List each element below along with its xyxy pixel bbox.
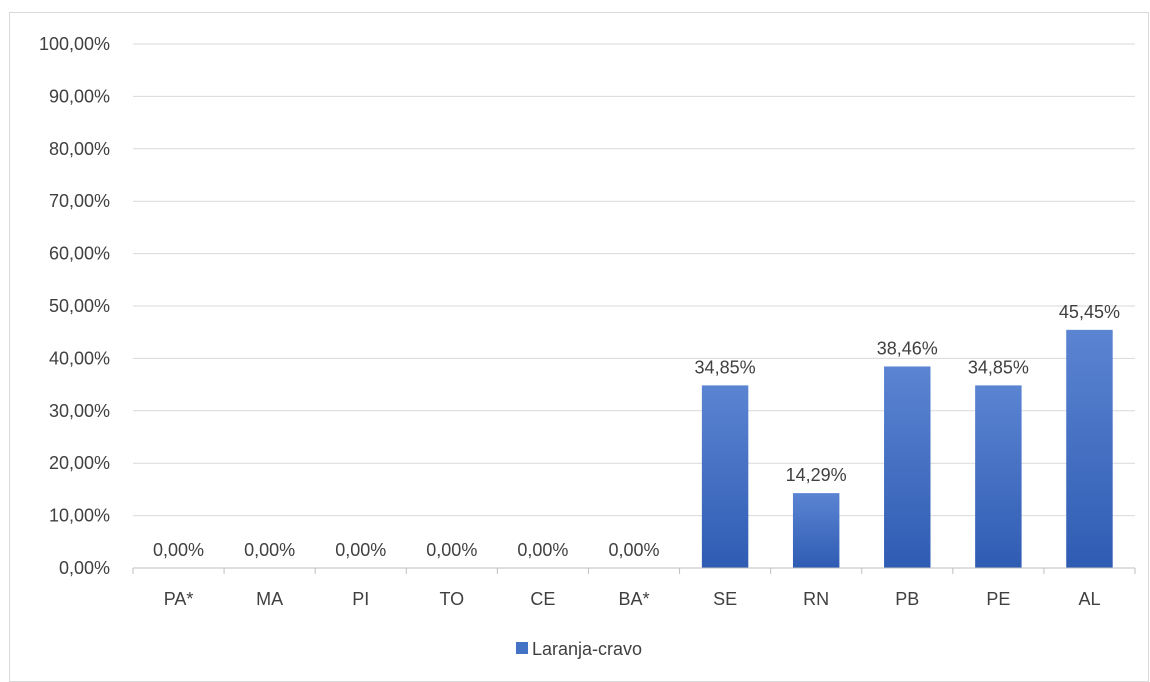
y-tick-label: 50,00% bbox=[49, 296, 110, 316]
chart-frame: 0,00% 10,00% 20,00% 30,00% 40,00% 50,00% 60,00… bbox=[9, 12, 1149, 682]
data-labels: 0,00% 0,00% 0,00% 0,00% 0,00% 0,00% 34,85% 14,2… bbox=[153, 302, 1120, 560]
gridlines bbox=[133, 43, 1135, 517]
x-tick-label: TO bbox=[439, 589, 464, 609]
data-label: 0,00% bbox=[244, 540, 295, 560]
x-tick-label: PE bbox=[986, 589, 1010, 609]
legend: Laranja-cravo bbox=[516, 639, 642, 659]
x-tick-label: PB bbox=[895, 589, 919, 609]
data-label: 38,46% bbox=[877, 338, 938, 358]
x-tick-label: PI bbox=[352, 589, 369, 609]
bar bbox=[792, 493, 840, 568]
x-axis bbox=[132, 567, 1136, 574]
data-label: 14,29% bbox=[786, 465, 847, 485]
y-tick-label: 20,00% bbox=[49, 453, 110, 473]
x-tick-label: RN bbox=[803, 589, 829, 609]
y-tick-label: 80,00% bbox=[49, 139, 110, 159]
y-tick-label: 10,00% bbox=[49, 506, 110, 526]
y-tick-label: 100,00% bbox=[39, 34, 110, 54]
x-tick-label: MA bbox=[256, 589, 283, 609]
data-label: 0,00% bbox=[608, 540, 659, 560]
legend-label: Laranja-cravo bbox=[532, 639, 642, 659]
bars bbox=[701, 329, 1113, 568]
y-axis-tick-labels: 0,00% 10,00% 20,00% 30,00% 40,00% 50,00% 60,00… bbox=[39, 34, 110, 578]
x-tick-label: CE bbox=[530, 589, 555, 609]
data-label: 0,00% bbox=[335, 540, 386, 560]
y-tick-label: 90,00% bbox=[49, 86, 110, 106]
y-tick-label: 30,00% bbox=[49, 401, 110, 421]
bar bbox=[701, 385, 749, 568]
data-label: 0,00% bbox=[426, 540, 477, 560]
y-tick-label: 40,00% bbox=[49, 348, 110, 368]
bar bbox=[975, 385, 1022, 568]
bar bbox=[1066, 329, 1113, 568]
data-label: 34,85% bbox=[695, 357, 756, 377]
y-tick-label: 0,00% bbox=[59, 558, 110, 578]
legend-swatch bbox=[516, 642, 528, 654]
bar-chart: 0,00% 10,00% 20,00% 30,00% 40,00% 50,00% 60,00… bbox=[39, 34, 1136, 659]
data-label: 45,45% bbox=[1059, 302, 1120, 322]
data-label: 0,00% bbox=[153, 540, 204, 560]
data-label: 0,00% bbox=[517, 540, 568, 560]
bar bbox=[884, 366, 931, 568]
x-axis-tick-labels: PA* MA PI TO CE BA* SE RN PB PE AL bbox=[164, 589, 1101, 609]
y-tick-label: 70,00% bbox=[49, 191, 110, 211]
x-tick-label: PA* bbox=[164, 589, 194, 609]
y-tick-label: 60,00% bbox=[49, 244, 110, 264]
data-label: 34,85% bbox=[968, 357, 1029, 377]
x-tick-label: AL bbox=[1078, 589, 1100, 609]
x-tick-label: BA* bbox=[618, 589, 649, 609]
x-tick-label: SE bbox=[713, 589, 737, 609]
